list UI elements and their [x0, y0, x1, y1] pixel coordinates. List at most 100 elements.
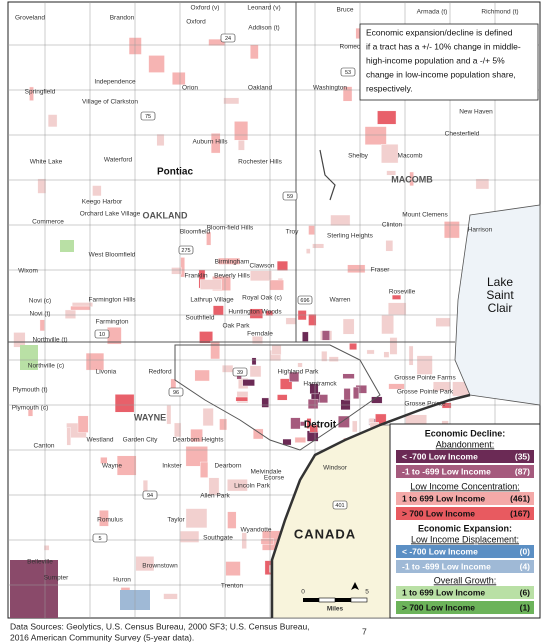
tract [70, 305, 91, 311]
tract [222, 364, 234, 373]
tract [210, 133, 221, 154]
legend-subheading: Abandonment: [436, 439, 495, 449]
place-label: Trenton [221, 583, 244, 590]
tract [249, 308, 263, 319]
legend-label: 1 to 699 Low Income [402, 587, 485, 597]
page-number: 7 [362, 626, 367, 636]
place-label: Auburn Hills [192, 139, 228, 146]
labels: Groveland Brandon Oxford (v) Oxford Leonard … [12, 5, 519, 590]
tract [383, 351, 390, 358]
tract [342, 318, 355, 335]
tract [265, 310, 274, 316]
note-line: high-income population and a -/+ 5% [366, 55, 505, 65]
place-label: Belleville [27, 559, 53, 566]
highway-shield [282, 191, 298, 201]
place-label: Dearborn Heights [173, 437, 225, 444]
tract [353, 386, 360, 400]
tract [409, 171, 414, 187]
tract [212, 305, 224, 316]
legend-label: > 700 Low Income [402, 508, 475, 518]
tract [227, 479, 248, 492]
highway-label: 53 [345, 70, 351, 76]
tract [85, 352, 105, 371]
place-label: Redford [148, 369, 172, 376]
place-label: CANADA [294, 526, 356, 541]
tract [251, 357, 257, 366]
place-label: Commerce [32, 219, 64, 226]
tract [271, 345, 282, 356]
tract [289, 371, 300, 382]
legend-label: > 700 Low Income [402, 602, 475, 612]
tract [302, 331, 309, 342]
place-label: Roseville [389, 289, 416, 296]
place-label: Oxford [186, 19, 206, 26]
tract [342, 86, 353, 102]
footer: Data Sources: Geolytics, U.S. Census Bur… [10, 621, 367, 642]
tract [309, 424, 318, 433]
tract [185, 446, 208, 467]
scale-tick: 0 [301, 589, 305, 596]
legend-swatch [396, 601, 534, 614]
tract [194, 369, 210, 382]
tract [13, 332, 26, 348]
highway-shield [340, 67, 356, 77]
tract [135, 556, 155, 572]
tract [251, 336, 263, 344]
legend-swatch [396, 465, 534, 478]
tract [349, 343, 357, 350]
north-arrow [351, 582, 359, 590]
tract [208, 38, 225, 46]
highway-label: 696 [300, 298, 309, 304]
scale-seg [318, 597, 336, 603]
place-label: Orchard Lake Village [80, 211, 141, 218]
tract [321, 330, 330, 341]
tract [330, 214, 351, 226]
tract [37, 178, 47, 194]
place-label: Northville (t) [32, 337, 67, 344]
tract [218, 257, 241, 265]
tract [234, 121, 249, 141]
highway-shield [168, 387, 184, 397]
tract [308, 225, 315, 236]
scale-seg [335, 598, 351, 602]
place-label: Warren [329, 297, 350, 304]
tract [416, 355, 433, 375]
place-label: Farmington Hills [89, 297, 137, 304]
place-label: Mount Clemens [402, 212, 448, 219]
legend-count: (1) [520, 602, 531, 612]
place-label: MACOMB [391, 174, 433, 184]
legend-heading: Economic Decline: [425, 428, 506, 438]
place-label: Hamtramck [303, 381, 337, 388]
tract [180, 530, 200, 543]
tract [261, 397, 269, 408]
place-label: Fraser [371, 267, 391, 274]
tract [277, 394, 288, 401]
tract [249, 365, 262, 378]
place-label: Wixom [18, 268, 38, 275]
place-label: West Bloomfield [89, 252, 136, 259]
place-label: Clawson [250, 263, 275, 270]
tract [269, 279, 284, 291]
tract [29, 86, 34, 101]
place-label: Allen Park [200, 493, 230, 500]
place-label: Franklin [184, 273, 208, 280]
legend-count: (35) [515, 451, 530, 461]
legend-label: 1 to 699 Low Income [402, 493, 485, 503]
place-label: Lincoln Park [234, 483, 271, 490]
tract [285, 317, 296, 325]
tract [309, 383, 319, 395]
place-label: Novi (t) [30, 311, 51, 318]
tract [235, 396, 248, 402]
highway-label: 96 [173, 390, 179, 396]
place-label: New Haven [459, 109, 493, 116]
place-label: Ferndale [247, 331, 273, 338]
highway-label: 75 [145, 114, 151, 120]
place-label: Leonard (v) [247, 5, 280, 12]
tract [444, 221, 460, 239]
tract [280, 378, 293, 390]
tract [60, 240, 74, 252]
scale-seg [303, 598, 319, 602]
source-line: 2016 American Community Survey (5-year d… [10, 632, 194, 642]
place-label: Groveland [15, 15, 45, 22]
tract [39, 319, 45, 332]
